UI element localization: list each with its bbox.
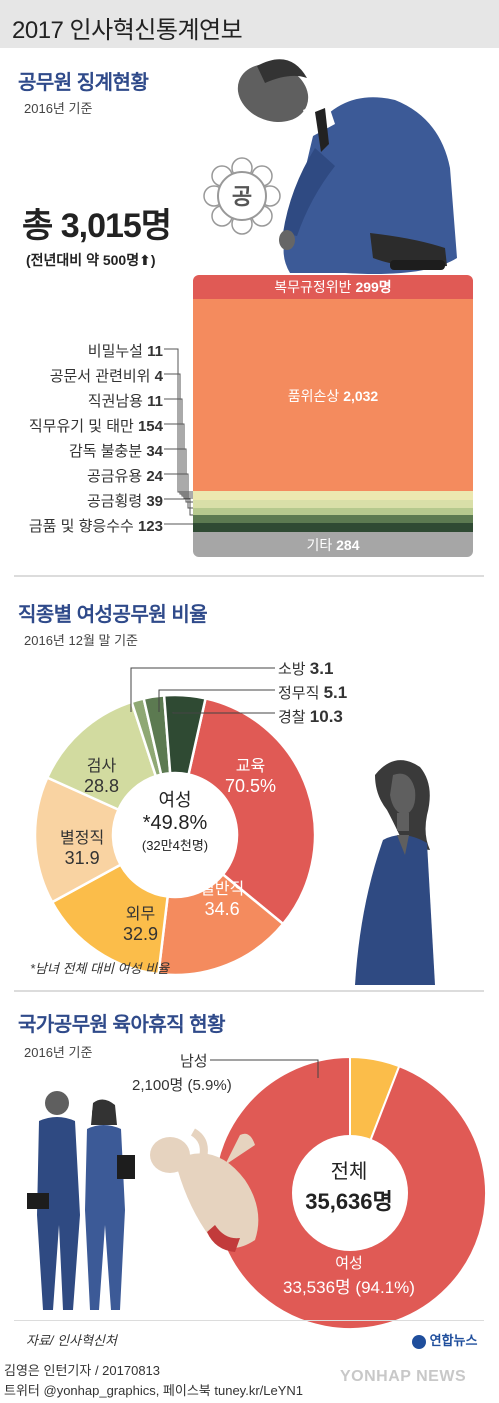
donut-leader-lines [130,667,275,714]
donut-label-foreign: 외무 32.9 [123,906,159,944]
bar-segment-dignity [193,299,473,491]
bar-segment-small-5 [193,523,473,532]
government-seal-icon: 공 [203,157,281,235]
brand-logo: 연합뉴스 [412,1330,477,1349]
discipline-change-text: (전년대비 약 500명 [26,252,140,268]
reporter-text: 김영은 인턴기자 / 20170813 [4,1363,161,1378]
small-label-4: 감독 불충분 34 [68,443,163,460]
male-value: 2,100명 (5.9%) [132,1077,232,1094]
working-parents-illustration [27,1091,135,1310]
women-basis: 2016년 12월 말 기준 [24,633,139,648]
section-divider-1 [14,575,484,577]
bar-segment-rule-violation [193,275,473,299]
label-rule-violation: 복무규정위반 299명 [274,279,392,295]
leave-title: 국가공무원 육아휴직 현황 [18,1014,226,1036]
label-other: 기타 284 [306,537,360,553]
donut-center-value: *49.8% [142,812,208,834]
donut-label-edu: 교육 70.5% [225,758,277,796]
yonhap-logo-icon [412,1334,426,1349]
donut-label-gen: 일반직 34.6 [200,881,245,919]
leave-center-value: 35,636명 [305,1189,393,1214]
leave-center-label: 전체 [330,1161,368,1183]
female-value: 33,536명 (94.1%) [283,1278,415,1297]
donut-slice-외무 [50,863,170,976]
watermark: YONHAP NEWS [340,1368,467,1385]
donut-slice-경찰 [162,693,208,776]
woman-illustration [355,760,435,985]
baby-illustration [150,1128,259,1252]
pie-center-hole [292,1135,408,1251]
women-donut-chart [33,693,317,977]
bar-segment-other [193,532,473,557]
donut-label-special: 별정직 31.9 [60,830,105,868]
discipline-stacked-bar [193,275,473,557]
small-label-0: 비밀누설 11 [87,343,163,360]
discipline-total: 총 3,015명 [22,207,172,245]
male-label: 남성 [180,1053,208,1070]
male-leader-line [210,1059,319,1078]
discipline-title: 공무원 징계현황 [18,72,149,94]
donut-slice-교육 [187,696,317,926]
women-note: *남녀 전체 대비 여성 비율 [30,961,170,976]
small-label-7: 금품 및 향응수수 123 [28,518,163,535]
small-label-leader-lines [164,348,193,525]
header-bar [0,0,499,48]
leave-pie-chart [213,1055,487,1330]
female-label-block: 여성 33,536명 (94.1%) [254,1252,444,1298]
label-dignity: 품위손상 2,032 [287,388,379,404]
donut-label-pros: 검사 28.8 [84,758,120,796]
donut-center-label: 여성 [158,790,192,810]
bar-segment-small-3 [193,508,473,515]
small-label-1: 공문서 관련비위 4 [49,368,163,385]
bar-segment-small-1 [193,491,473,500]
section-divider-3 [14,1320,484,1321]
leave-center: 전체 35,636명 [284,1155,414,1216]
donut-slice-별정직 [33,775,123,904]
bar-segment-small-2 [193,500,473,508]
discipline-basis: 2016년 기준 [24,101,93,116]
small-label-6: 공금횡령 39 [86,493,163,510]
small-label-3: 직무유기 및 태만 154 [28,418,163,435]
leave-basis: 2016년 기준 [24,1045,93,1060]
donut-center: 여성 *49.8% (32만4천명) [125,786,225,854]
page-title: 2017 인사혁신통계연보 [12,17,243,44]
source-text: 자료/ 인사혁신처 [26,1333,117,1348]
sns-text: 트위터 @yonhap_graphics, 페이스북 tuney.kr/LeYN… [4,1383,304,1398]
seal-text: 공 [232,184,252,209]
section-divider-2 [14,990,484,992]
small-label-2: 직권남용 11 [87,393,163,410]
bar-segment-small-4 [193,515,473,523]
donut-slice-일반직 [157,872,285,977]
up-arrow-icon: ⬆) [139,252,156,268]
donut-center-sub: (32만4천명) [141,838,209,853]
female-label: 여성 [335,1255,363,1272]
women-title: 직종별 여성공무원 비율 [18,604,208,626]
discipline-change: (전년대비 약 500명⬆) [26,250,156,270]
small-slice-police: 경찰 10.3 [278,707,343,726]
small-slice-fire: 소방 3.1 [278,659,334,678]
small-slice-political: 정무직 5.1 [278,683,348,702]
small-label-5: 공금유용 24 [86,468,163,485]
bowing-official-illustration [237,59,457,274]
